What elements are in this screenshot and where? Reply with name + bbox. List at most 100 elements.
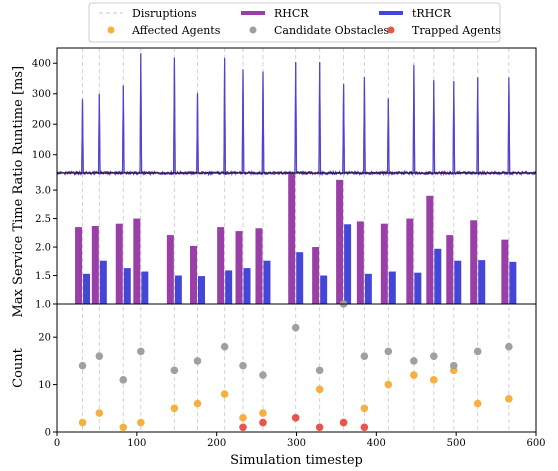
count-ytick-label: 0 xyxy=(45,428,51,439)
bar-rhcr xyxy=(356,221,364,304)
bar-trhcr xyxy=(141,271,149,304)
bar-trhcr xyxy=(174,275,182,304)
count-ytick-label: 20 xyxy=(38,333,51,344)
bar-rhcr xyxy=(235,231,243,304)
bar-trhcr xyxy=(263,260,271,304)
point-affected-agents xyxy=(78,418,87,427)
point-affected-agents xyxy=(220,390,229,398)
bar-rhcr xyxy=(255,228,263,304)
point-affected-agents xyxy=(410,371,418,379)
point-affected-agents xyxy=(170,404,179,413)
point-candidate-obstacles xyxy=(410,357,418,365)
bar-trhcr xyxy=(225,270,233,304)
bar-rhcr xyxy=(406,218,414,304)
point-affected-agents xyxy=(239,413,247,422)
legend-label-candidate-obstacles: Candidate Obstacles xyxy=(274,24,390,37)
xtick-label: 0 xyxy=(54,438,60,449)
bar-rhcr xyxy=(501,239,509,304)
bar-rhcr xyxy=(133,218,141,304)
bar-trhcr xyxy=(123,268,131,304)
point-affected-agents xyxy=(360,404,369,413)
bar-trhcr xyxy=(83,273,91,304)
ratio-ytick-label: 1.0 xyxy=(35,300,51,311)
point-trapped-agents xyxy=(315,423,324,432)
bar-rhcr xyxy=(190,245,198,304)
point-affected-agents xyxy=(384,380,393,389)
bar-trhcr xyxy=(414,272,422,304)
legend-label-affected-agents: Affected Agents xyxy=(131,24,221,37)
legend: Disruptions RHCR tRHCR Affected Agents Candi… xyxy=(88,2,501,43)
bar-trhcr xyxy=(296,252,304,304)
legend-label-trhcr: tRHCR xyxy=(412,7,452,20)
xtick-label: 600 xyxy=(526,438,545,449)
point-candidate-obstacles xyxy=(430,352,438,360)
runtime-ytick-label: 200 xyxy=(32,120,51,131)
runtime-ytick-label: 100 xyxy=(32,150,51,161)
point-trapped-agents xyxy=(259,418,267,427)
bar-rhcr xyxy=(446,235,454,304)
xtick-label: 300 xyxy=(287,438,306,449)
legend-swatch-affected-agents xyxy=(107,26,115,34)
xtick-label: 500 xyxy=(447,438,466,449)
point-trapped-agents xyxy=(360,423,369,432)
point-candidate-obstacles xyxy=(239,361,247,370)
point-candidate-obstacles xyxy=(360,352,369,360)
point-candidate-obstacles xyxy=(449,361,458,370)
point-candidate-obstacles xyxy=(78,361,87,370)
ratio-ytick-label: 2.5 xyxy=(35,214,51,225)
point-trapped-agents xyxy=(291,413,300,422)
xtick-label: 100 xyxy=(127,438,146,449)
bar-trhcr xyxy=(320,275,328,304)
xtick-label: 200 xyxy=(207,438,226,449)
runtime-line-trhcr xyxy=(56,53,537,177)
ratio-ytick-label: 2.0 xyxy=(35,243,51,254)
count-ytick-label: 10 xyxy=(38,380,51,391)
bar-trhcr xyxy=(198,276,206,304)
bar-trhcr xyxy=(99,260,107,304)
point-affected-agents xyxy=(505,395,513,403)
legend-label-trapped-agents: Trapped Agents xyxy=(412,24,501,37)
bar-rhcr xyxy=(288,173,296,304)
point-trapped-agents xyxy=(239,423,247,432)
runtime-panel: 100 200 300 400 Runtime [ms] xyxy=(11,53,537,177)
runtime-ytick-label: 300 xyxy=(32,89,51,100)
plot-frame xyxy=(56,47,537,433)
ratio-ytick-label: 3.0 xyxy=(35,186,51,197)
point-candidate-obstacles xyxy=(220,342,229,351)
point-candidate-obstacles xyxy=(473,347,482,356)
point-affected-agents xyxy=(259,409,267,417)
point-trapped-agents xyxy=(339,418,348,427)
runtime-ylabel: Runtime [ms] xyxy=(11,66,26,155)
bar-rhcr xyxy=(91,225,99,304)
point-candidate-obstacles xyxy=(384,347,393,356)
point-candidate-obstacles xyxy=(315,366,324,375)
bar-rhcr xyxy=(470,220,478,304)
legend-swatch-candidate-obstacles xyxy=(249,26,257,34)
point-affected-agents xyxy=(315,385,324,394)
bar-rhcr xyxy=(75,227,83,304)
bar-rhcr xyxy=(426,195,434,304)
point-affected-agents xyxy=(193,399,202,408)
ratio-ylabel: Max Service Time Ratio xyxy=(11,159,26,317)
point-affected-agents xyxy=(430,376,438,384)
bar-trhcr xyxy=(454,260,462,304)
legend-swatch-trapped-agents xyxy=(387,26,395,34)
point-affected-agents xyxy=(137,418,145,427)
runtime-ytick-label: 400 xyxy=(32,59,51,70)
count-ylabel: Count xyxy=(11,347,26,388)
bar-trhcr xyxy=(509,261,517,304)
point-affected-agents xyxy=(95,409,104,417)
bar-rhcr xyxy=(380,223,388,304)
bar-rhcr xyxy=(336,179,344,304)
point-candidate-obstacles xyxy=(170,366,179,375)
bar-trhcr xyxy=(434,248,442,304)
bar-trhcr xyxy=(344,224,352,304)
point-candidate-obstacles xyxy=(259,371,267,379)
point-candidate-obstacles xyxy=(95,352,104,360)
bar-rhcr xyxy=(166,235,174,304)
bar-rhcr xyxy=(312,247,320,304)
point-candidate-obstacles xyxy=(137,347,145,356)
xtick-label: 400 xyxy=(367,438,386,449)
xlabel: Simulation timestep xyxy=(230,453,363,468)
